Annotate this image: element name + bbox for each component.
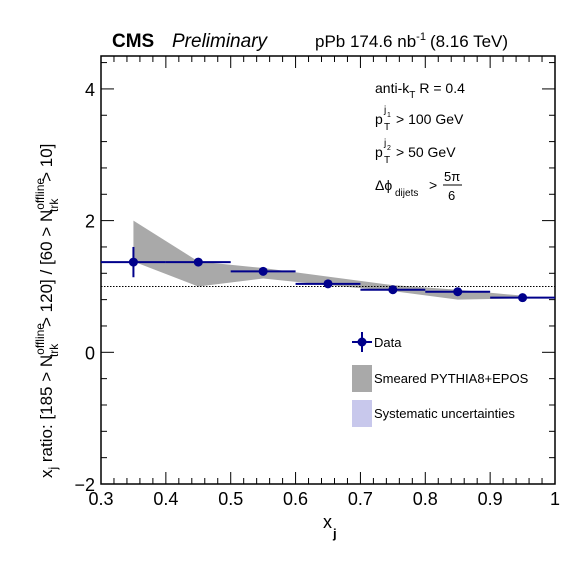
y-tick-label: 4 [85,80,95,100]
dataset-exp: -1 [416,31,426,43]
pt1-p: p [375,111,383,127]
y-tick-label: 2 [85,212,95,232]
pt2-p: p [375,144,383,160]
data-point [101,246,166,278]
data-marker [323,279,333,289]
status-label: Preliminary [172,31,269,52]
x-axis-title: xj [323,512,337,541]
algorithm-label: anti-kT R = 0.4 [375,80,465,101]
pt2-sub: T [384,155,390,166]
pt1-supsub: 1 [387,112,391,119]
dphi-num: 5π [444,169,460,184]
y-title-mid1: ratio: [185 > N [37,355,56,467]
y-title-prefix: x [37,469,56,478]
legend-syst-swatch [352,400,372,427]
legend-mc-swatch [352,365,372,392]
y-tick-label: 0 [85,343,95,363]
y-axis-title: xj ratio: [185 > Nofflinetrk > 120] / [6… [33,144,61,478]
x-tick-label: 0.7 [348,489,373,509]
data-marker [128,257,138,267]
pt2-value: > 50 GeV [396,144,456,160]
data-point [230,266,296,276]
data-point [295,279,361,289]
experiment-label: CMS [112,31,154,52]
algorithm-sub: T [409,90,415,101]
pt2-sup: j [383,138,386,149]
mc-band-layer [133,220,523,300]
pt1-value: > 100 GeV [396,111,464,127]
y-title-prefix-sub: j [46,467,60,471]
y-title-mid3: > 10] [37,144,56,187]
data-point [425,287,491,297]
mc-band [133,220,523,300]
x-tick-label: 1 [550,489,560,509]
data-point [165,257,231,267]
legend-mc-label: Smeared PYTHIA8+EPOS [374,371,529,386]
data-marker [453,287,463,297]
x-axis-title-sub: j [332,526,337,541]
algorithm-radius: R = 0.4 [419,80,465,96]
legend-data-label: Data [374,335,402,350]
dataset-energy: (8.16 TeV) [430,32,508,51]
legend-syst-label: Systematic uncertainties [374,406,515,421]
x-axis-title-main: x [323,512,332,532]
dphi-sub: dijets [395,188,418,199]
dataset-label: pPb 174.6 nb-1 (8.16 TeV) [315,31,508,51]
x-tick-label: 0.9 [478,489,503,509]
data-marker [518,293,528,303]
x-tick-label: 0.4 [153,489,178,509]
dphi-cut-label: Δϕ dijets > 5π 6 [375,168,464,203]
y-title-sup2: offline [33,178,47,210]
ticks-layer: 0.3 0.4 0.5 0.6 0.7 0.8 0.9 1 4 2 0 −2 [74,56,560,509]
x-tick-label: 0.8 [413,489,438,509]
x-tick-label: 0.5 [218,489,243,509]
y-title-sub2: trk [47,198,61,212]
dphi-gt: > [429,177,437,193]
pt2-cut-label: p j 2 T > 50 GeV [375,133,456,166]
dphi-den: 6 [448,188,455,203]
x-tick-label: 0.3 [88,489,113,509]
dphi-symbol: Δϕ [375,177,392,193]
pt1-sub: T [384,122,390,133]
pt1-sup: j [383,105,386,116]
data-marker [193,257,203,267]
x-tick-label: 0.6 [283,489,308,509]
data-point [360,285,426,295]
data-point [490,293,555,303]
algorithm-prefix: anti-k [375,80,410,96]
plot-frame [100,55,556,485]
data-points-layer [101,246,555,303]
y-tick-label: −2 [74,475,95,495]
legend: Data Smeared PYTHIA8+EPOS Systematic unc… [352,332,529,427]
legend-data-marker [352,332,372,352]
data-marker [388,285,398,295]
y-title-mid2: > 120] / [60 > N [37,210,56,332]
data-marker [258,266,268,276]
y-title-sub1: trk [47,343,61,357]
pt2-supsub: 2 [387,145,391,152]
pt1-cut-label: p j 1 T > 100 GeV [375,100,464,133]
y-title-sup1: offline [33,323,47,355]
dataset-prefix: pPb 174.6 nb [315,32,416,51]
